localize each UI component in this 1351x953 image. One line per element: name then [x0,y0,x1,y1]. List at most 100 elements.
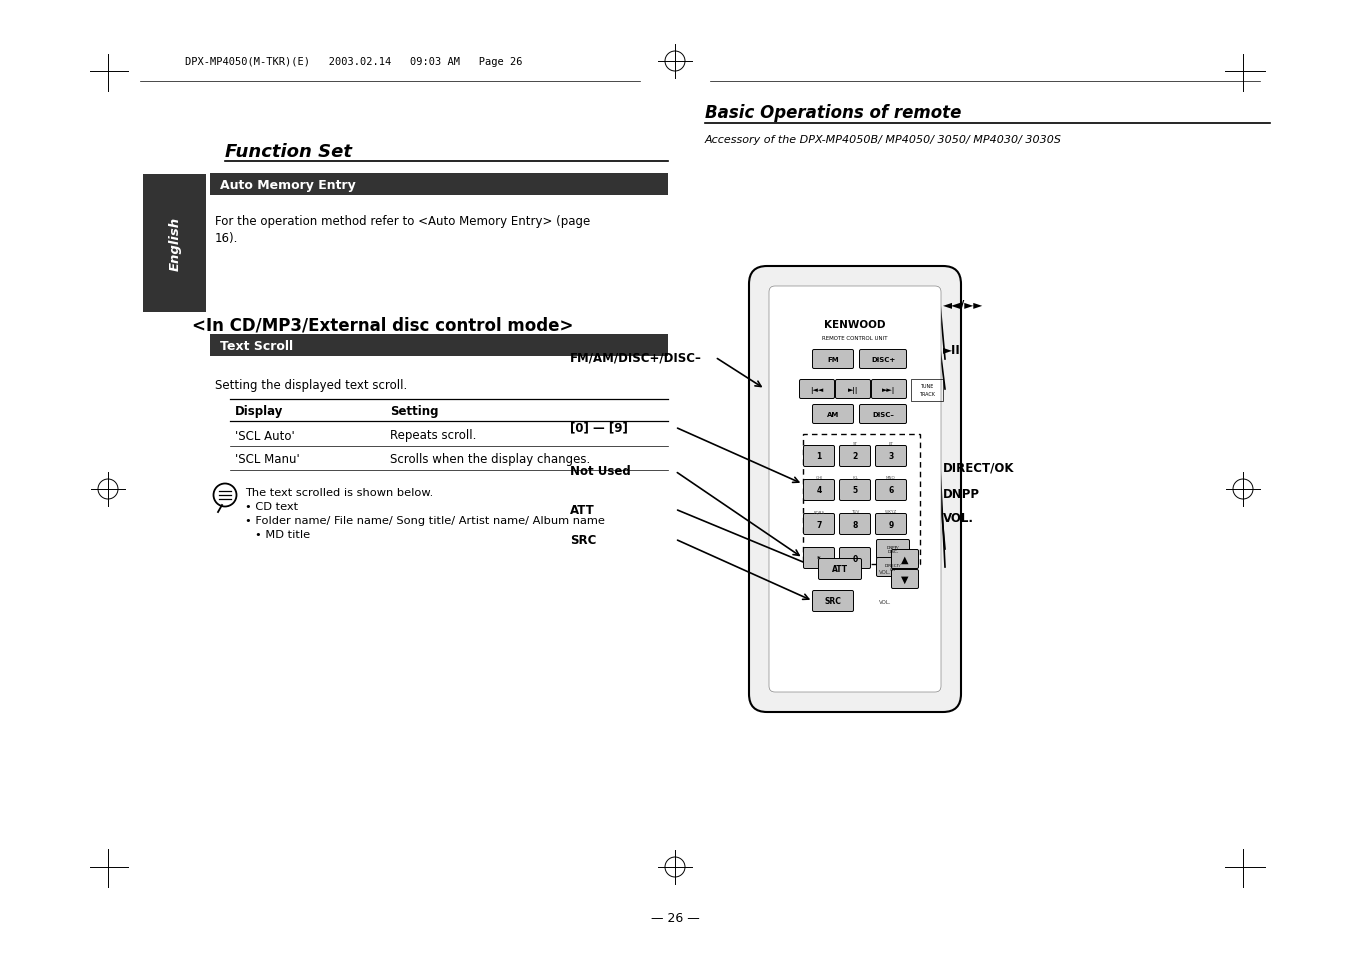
FancyBboxPatch shape [835,380,870,399]
Text: 8: 8 [852,520,858,529]
Text: JKL: JKL [852,476,858,479]
Text: AM: AM [827,412,839,417]
Text: 0: 0 [852,554,858,563]
Bar [911,379,943,401]
Text: DIRECT/OK: DIRECT/OK [943,461,1015,474]
Text: |◄◄: |◄◄ [811,386,824,393]
FancyBboxPatch shape [859,350,907,369]
Text: REMOTE CONTROL UNIT: REMOTE CONTROL UNIT [823,336,888,341]
Text: For the operation method refer to <Auto Memory Entry> (page: For the operation method refer to <Auto … [215,214,590,228]
FancyBboxPatch shape [812,405,854,424]
Text: PQRS: PQRS [813,510,824,514]
Text: VOL.: VOL. [943,511,974,524]
Text: TRACK: TRACK [919,392,935,397]
FancyBboxPatch shape [871,380,907,399]
Text: Repeats scroll.: Repeats scroll. [390,429,477,442]
Text: ►||: ►|| [848,386,858,393]
Text: TUV: TUV [851,510,859,514]
FancyBboxPatch shape [804,514,835,535]
Text: 5: 5 [852,486,858,495]
Text: 16).: 16). [215,232,238,245]
Text: 3: 3 [889,452,893,461]
Text: 6: 6 [889,486,893,495]
FancyBboxPatch shape [804,446,835,467]
Text: The text scrolled is shown below.: The text scrolled is shown below. [245,488,434,497]
FancyBboxPatch shape [892,550,919,569]
Text: 9: 9 [889,520,893,529]
Text: ▲: ▲ [901,555,909,564]
Bar [802,435,920,564]
Text: • CD text: • CD text [245,501,299,512]
Text: SRC: SRC [570,533,596,546]
Text: Basic Operations of remote: Basic Operations of remote [705,104,962,122]
Text: ►►|: ►►| [882,386,896,393]
FancyBboxPatch shape [804,480,835,501]
FancyBboxPatch shape [819,558,862,579]
Text: SRC: SRC [824,597,842,606]
Text: Function Set: Function Set [226,143,353,161]
FancyBboxPatch shape [877,540,909,558]
FancyBboxPatch shape [804,548,835,569]
Text: ▼: ▼ [901,575,909,584]
Text: • Folder name/ File name/ Song title/ Artist name/ Album name: • Folder name/ File name/ Song title/ Ar… [245,516,605,525]
Text: DISC–: DISC– [871,412,894,417]
Text: Text Scroll: Text Scroll [220,339,293,352]
Text: Accessory of the DPX-MP4050B/ MP4050/ 3050/ MP4030/ 3030S: Accessory of the DPX-MP4050B/ MP4050/ 30… [705,135,1062,145]
FancyBboxPatch shape [892,570,919,589]
FancyBboxPatch shape [839,548,870,569]
Text: • MD title: • MD title [255,530,311,539]
Text: ◄◄/►►: ◄◄/►► [943,298,984,312]
Text: DISC+: DISC+ [871,356,896,363]
FancyBboxPatch shape [839,480,870,501]
Text: VOL.: VOL. [878,569,892,574]
Text: Scrolls when the display changes.: Scrolls when the display changes. [390,453,590,466]
Text: ATT: ATT [570,503,594,516]
Text: GHI: GHI [815,476,823,479]
Text: WXYZ: WXYZ [885,510,897,514]
Text: 4: 4 [816,486,821,495]
Text: Setting the displayed text scroll.: Setting the displayed text scroll. [215,378,407,391]
Text: — 26 —: — 26 — [651,911,700,924]
Text: 1: 1 [816,452,821,461]
Text: DIRECT/
OK: DIRECT/ OK [885,563,901,572]
Bar [143,174,205,313]
FancyBboxPatch shape [812,591,854,612]
Text: TUNE: TUNE [920,384,934,389]
Text: ST: ST [852,441,858,446]
Text: [0] — [9]: [0] — [9] [570,421,628,434]
Text: 'SCL Manu': 'SCL Manu' [235,453,300,466]
Text: 7: 7 [816,520,821,529]
FancyBboxPatch shape [769,287,942,692]
Text: English: English [169,216,181,271]
Text: 2: 2 [852,452,858,461]
Text: MNO: MNO [886,476,896,479]
Text: <In CD/MP3/External disc control mode>: <In CD/MP3/External disc control mode> [192,315,574,334]
Text: Auto Memory Entry: Auto Memory Entry [220,178,355,192]
Text: ATT: ATT [832,565,848,574]
Text: KENWOOD: KENWOOD [824,319,886,330]
FancyBboxPatch shape [812,350,854,369]
Text: ET: ET [889,441,893,446]
FancyBboxPatch shape [859,405,907,424]
Text: 'SCL Auto': 'SCL Auto' [235,429,295,442]
Text: DNPP/
DISC-: DNPP/ DISC- [886,545,900,554]
FancyBboxPatch shape [875,446,907,467]
Text: DPX-MP4050(M-TKR)(E)   2003.02.14   09:03 AM   Page 26: DPX-MP4050(M-TKR)(E) 2003.02.14 09:03 AM… [185,57,523,67]
Text: *: * [817,556,821,561]
Text: FM/AM/DISC+/DISC–: FM/AM/DISC+/DISC– [570,351,703,364]
Text: FM: FM [827,356,839,363]
Text: Display: Display [235,405,284,418]
Text: Not Used: Not Used [570,465,631,478]
FancyBboxPatch shape [839,514,870,535]
Text: ►II: ►II [943,343,961,356]
FancyBboxPatch shape [875,480,907,501]
FancyBboxPatch shape [877,558,909,577]
FancyBboxPatch shape [800,380,835,399]
FancyBboxPatch shape [748,267,961,712]
FancyBboxPatch shape [839,446,870,467]
Text: DNPP: DNPP [943,488,979,501]
Bar [209,173,667,195]
Bar [209,335,667,356]
Text: VOL.: VOL. [878,598,892,604]
FancyBboxPatch shape [875,514,907,535]
